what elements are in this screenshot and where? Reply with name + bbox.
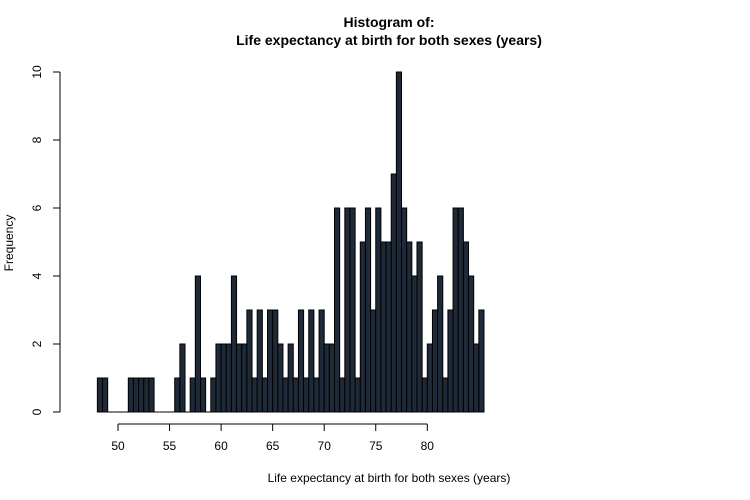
- histogram-bar: [143, 377, 150, 413]
- y-axis-label: Frequency: [2, 215, 16, 272]
- y-axis-tick-label: 8: [30, 136, 44, 143]
- histogram-bar: [199, 377, 207, 413]
- histogram-bar: [426, 343, 433, 413]
- histogram-bar: [241, 343, 248, 413]
- histogram-bar: [364, 207, 372, 413]
- histogram-bar: [123, 411, 129, 413]
- histogram-bar: [323, 343, 330, 413]
- x-axis-tick-label: 80: [421, 439, 435, 453]
- histogram-bar: [164, 411, 170, 413]
- histogram-bar: [148, 377, 155, 413]
- histogram-bar: [401, 207, 408, 413]
- histogram-bar: [287, 343, 294, 413]
- histogram-bar: [246, 309, 253, 413]
- histogram-bar: [272, 309, 279, 413]
- histogram-bar: [431, 309, 439, 413]
- histogram-bar: [102, 377, 109, 413]
- x-axis-tick-label: 50: [111, 439, 125, 453]
- histogram-bar: [313, 377, 320, 413]
- histogram-bar: [390, 173, 397, 413]
- y-axis: 0 2 4 6 8 10: [30, 65, 61, 415]
- histogram-bar: [127, 377, 134, 413]
- histogram-bar: [96, 377, 104, 413]
- chart-title-line-1: Histogram of:: [344, 14, 435, 30]
- histogram-bar: [452, 207, 459, 413]
- histogram-bar: [416, 241, 423, 413]
- y-axis-tick-label: 0: [30, 408, 44, 415]
- histogram-bar: [292, 377, 299, 413]
- histogram-bar: [385, 241, 392, 413]
- histogram-bar: [132, 377, 140, 413]
- histogram-bar: [297, 309, 305, 413]
- histogram-bar: [118, 411, 124, 413]
- y-axis-tick-label: 4: [30, 272, 44, 279]
- histogram-bar: [179, 343, 186, 413]
- histogram-bar: [442, 377, 449, 413]
- histogram-bar: [468, 275, 475, 413]
- histogram-bar: [344, 207, 351, 413]
- histogram-bar: [138, 377, 145, 413]
- histogram-bar: [112, 411, 118, 413]
- histogram-bar: [267, 309, 274, 413]
- histogram-bar: [185, 411, 191, 413]
- histogram-bar: [169, 411, 175, 413]
- bars-group: [96, 71, 485, 413]
- x-axis-tick-label: 60: [214, 439, 228, 453]
- histogram-bar: [334, 207, 341, 413]
- histogram-bar: [154, 411, 160, 413]
- histogram-bar: [457, 207, 464, 413]
- x-axis: 50 55 60 65 70 75 80: [111, 423, 435, 453]
- histogram-bar: [159, 411, 165, 413]
- histogram-bar: [210, 377, 217, 413]
- y-axis-tick-label: 6: [30, 204, 44, 211]
- histogram-bar: [308, 309, 315, 413]
- y-axis-tick-label: 10: [30, 65, 44, 79]
- histogram-bar: [473, 343, 480, 413]
- histogram-bar: [215, 343, 222, 413]
- histogram-bar: [282, 377, 289, 413]
- histogram-bar: [236, 343, 243, 413]
- histogram-bar: [251, 377, 258, 413]
- histogram-bar: [303, 377, 310, 413]
- histogram-bar: [447, 309, 454, 413]
- histogram-bar: [349, 207, 356, 413]
- histogram-bar: [194, 275, 201, 413]
- histogram-bar: [406, 241, 413, 413]
- y-axis-tick-label: 2: [30, 340, 44, 347]
- histogram-bar: [328, 343, 336, 413]
- histogram-bar: [478, 309, 485, 413]
- histogram-bar: [380, 241, 387, 413]
- histogram-bar: [421, 377, 428, 413]
- histogram-bar: [107, 411, 113, 413]
- x-axis-tick-label: 65: [266, 439, 280, 453]
- histogram-bar: [230, 275, 238, 413]
- chart-title-line-2: Life expectancy at birth for both sexes …: [236, 32, 542, 48]
- histogram-bar: [339, 377, 346, 413]
- histogram-bar: [277, 343, 284, 413]
- histogram-bar: [256, 309, 263, 413]
- histogram-bar: [174, 377, 181, 413]
- histogram-bar: [375, 207, 382, 413]
- histogram-bar: [359, 241, 366, 413]
- histogram-bar: [205, 411, 211, 413]
- x-axis-tick-label: 55: [163, 439, 177, 453]
- x-axis-label: Life expectancy at birth for both sexes …: [268, 471, 511, 485]
- x-axis-tick-label: 70: [318, 439, 332, 453]
- histogram-bar: [395, 71, 403, 413]
- x-axis-tick-label: 75: [369, 439, 383, 453]
- histogram-bar: [261, 377, 268, 413]
- histogram-bar: [411, 275, 418, 413]
- histogram-bar: [220, 343, 227, 413]
- histogram-bar: [189, 377, 196, 413]
- histogram-bar: [437, 275, 444, 413]
- histogram-bar: [318, 309, 325, 413]
- histogram-bar: [462, 241, 470, 413]
- histogram-bar: [225, 343, 232, 413]
- histogram-bar: [370, 309, 377, 413]
- histogram-bar: [354, 377, 361, 413]
